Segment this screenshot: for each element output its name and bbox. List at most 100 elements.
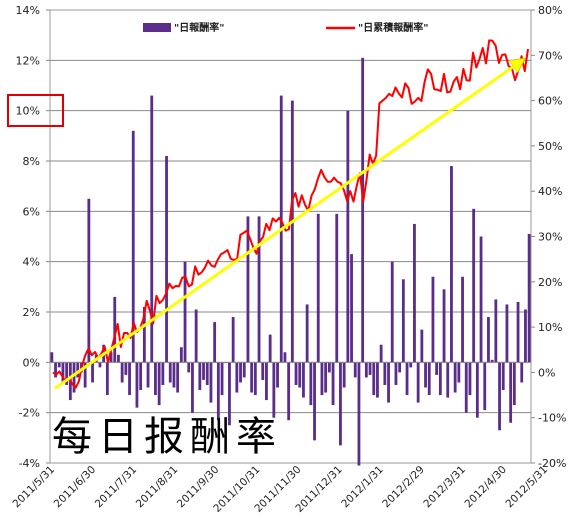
bar	[191, 362, 194, 413]
bar	[457, 362, 461, 383]
left-axis-tick-label: -2%	[19, 407, 40, 420]
bar	[57, 362, 61, 368]
bar	[376, 362, 379, 398]
bar	[383, 362, 387, 385]
bar	[98, 362, 102, 368]
bar	[487, 317, 490, 363]
trend-arrow	[54, 60, 523, 390]
bar	[472, 208, 476, 363]
right-axis-tick-label: -20%	[538, 457, 566, 470]
bar	[509, 362, 513, 423]
bar	[235, 362, 239, 393]
bar	[427, 362, 431, 396]
left-axis-tick-label: -4%	[19, 457, 40, 470]
bar	[228, 362, 231, 426]
bar	[87, 198, 91, 363]
bar	[316, 213, 320, 363]
bar	[294, 362, 298, 385]
bar	[339, 362, 342, 446]
bar	[346, 110, 350, 363]
bar	[298, 362, 302, 388]
bar	[120, 362, 124, 383]
bar	[501, 362, 505, 391]
bar	[109, 352, 113, 363]
left-axis-tick-label: 14%	[16, 4, 40, 17]
bar	[353, 362, 357, 378]
bar	[524, 309, 527, 363]
legend-swatch-daily-return	[143, 23, 171, 32]
bar	[409, 362, 413, 368]
left-axis-tick-label: 0%	[23, 356, 40, 369]
right-axis-tick-label: 40%	[538, 185, 562, 198]
plot-frame	[46, 9, 535, 464]
bar	[490, 359, 494, 363]
bar	[198, 362, 202, 391]
bar	[176, 362, 180, 393]
bar	[453, 362, 457, 393]
bar	[205, 362, 209, 385]
bar	[416, 362, 420, 403]
left-axis-tick-label: 6%	[23, 205, 40, 218]
bar	[357, 362, 361, 466]
bar	[446, 362, 450, 398]
left-axis-tick-label: 12%	[16, 54, 40, 67]
bar	[216, 362, 220, 421]
bar	[394, 362, 398, 385]
right-axis-tick-label: 70%	[538, 49, 562, 62]
right-axis-tick-label: 10%	[538, 321, 562, 334]
bar	[213, 322, 217, 363]
bar	[154, 362, 157, 396]
bar	[76, 362, 80, 378]
bar	[246, 216, 250, 363]
annotation-title: 每日报酬率	[52, 414, 282, 460]
bar	[420, 329, 424, 363]
bar	[239, 362, 242, 383]
left-axis-tick-label: 2%	[23, 306, 40, 319]
legend-label-daily-return: "日報酬率"	[174, 21, 224, 34]
bar	[302, 362, 305, 398]
legend: "日報酬率" "日累積報酬率"	[143, 21, 428, 34]
bar	[361, 57, 365, 363]
bar	[276, 362, 279, 388]
bar	[146, 362, 150, 388]
bar	[313, 362, 316, 441]
bar	[498, 362, 501, 431]
bar	[265, 362, 268, 401]
bar	[83, 362, 87, 388]
bar	[135, 362, 139, 408]
bar	[61, 362, 65, 383]
left-axis-tick-label: 8%	[23, 155, 40, 168]
bar	[105, 362, 109, 396]
bar	[202, 362, 205, 380]
bar	[142, 306, 146, 363]
bar	[139, 362, 143, 391]
bar	[387, 362, 390, 403]
bar	[431, 276, 435, 363]
cumulative-return-line	[52, 39, 529, 389]
bar	[261, 362, 265, 380]
right-axis-ticks: -20% -10% 0% 10% 20% 30% 40% 50% 60% 70% 80%	[538, 4, 566, 470]
bar	[65, 362, 69, 385]
bar	[413, 223, 416, 363]
bar	[527, 233, 531, 363]
bar	[468, 362, 472, 396]
bar	[461, 276, 464, 363]
right-axis-tick-label: 50%	[538, 140, 562, 153]
bar	[157, 362, 161, 406]
right-axis-tick-label: 0%	[538, 366, 555, 379]
bar	[220, 362, 224, 396]
bar	[161, 362, 165, 385]
bar	[364, 362, 368, 378]
bar	[250, 362, 254, 393]
bar	[187, 362, 191, 373]
bar	[168, 362, 172, 383]
bar	[379, 344, 383, 363]
bar	[483, 362, 487, 411]
bar	[464, 362, 468, 413]
bar	[331, 362, 335, 406]
highlight-box	[7, 94, 64, 127]
bar	[324, 362, 328, 393]
bar	[124, 362, 128, 375]
right-axis-tick-label: -10%	[538, 412, 566, 425]
